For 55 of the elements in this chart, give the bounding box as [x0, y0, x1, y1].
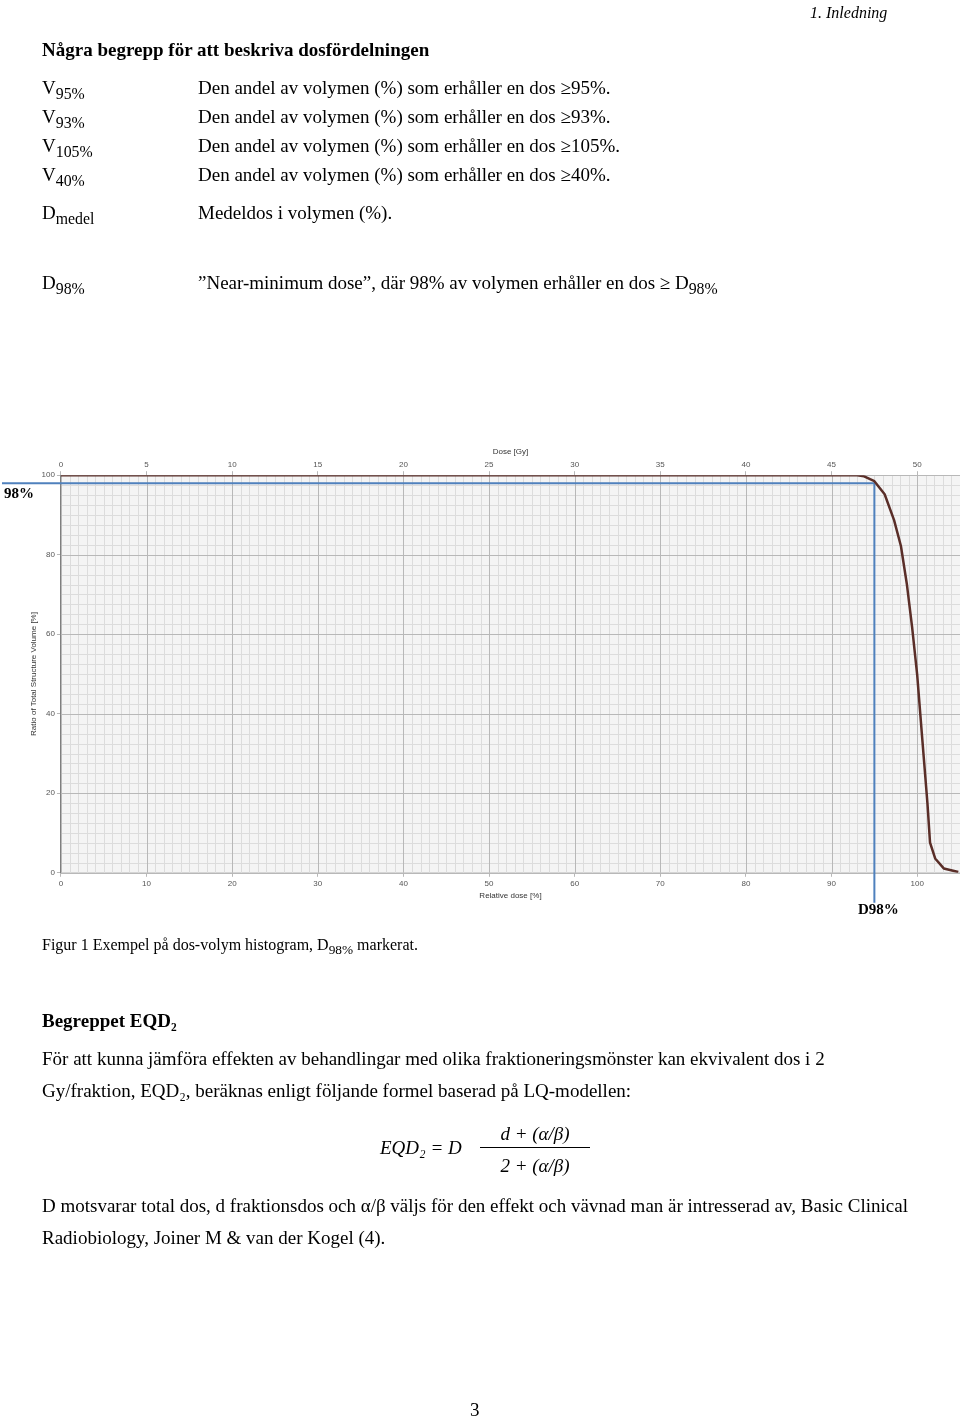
x2-tick-label: 35: [655, 459, 666, 469]
x2-tick-label: 40: [741, 459, 751, 469]
text: Den andel av volymen (%) som erhåller en dos ≥105%.: [198, 134, 621, 158]
text: V$_{95%}$: [42, 76, 86, 104]
x-axis-title: Relative dose [%]: [479, 891, 542, 901]
text: ”Near-minimum dose”, där 98% av volymen erhåller en dos ≥ D$_{98%}$: [198, 271, 719, 299]
x2-tick-label: 15: [313, 459, 323, 469]
text: EQD₂ = D: [380, 1136, 463, 1160]
text: För att kunna jämföra effekten av behandlingar med olika fraktioneringsmönster kan ekvivalent dos i 2 Gy/fraktion, EQD₂, beräknas enligt följande formel baserad på LQ-modellen:: [42, 1047, 826, 1103]
x2-tick-label: 5: [144, 459, 150, 469]
y-tick-label: 60: [46, 629, 56, 639]
text: Några begrepp för att beskriva dosfördelningen: [42, 38, 431, 62]
x-tick-label: 50: [484, 878, 495, 888]
x2-tick-label: 45: [827, 459, 837, 469]
text: Figur 1 Exempel på dos-volym histogram, D$_{98%}$ markerat.: [42, 935, 419, 960]
text: Medeldos i volymen (%).: [198, 201, 394, 225]
text: V$_{105%}$: [42, 134, 94, 162]
text: d + (α/β): [480, 1121, 590, 1148]
x2-tick-label: 0: [58, 459, 64, 469]
y-tick-label: 40: [46, 708, 56, 718]
x2-tick-label: 25: [484, 459, 495, 469]
text: Den andel av volymen (%) som erhåller en dos ≥95%.: [198, 76, 612, 100]
text: V$_{40%}$: [42, 163, 86, 191]
y-axis-title: Ratio of Total Structure Volume [%]: [29, 612, 38, 736]
x-tick-label: 10: [142, 878, 152, 888]
ref-line-label: D98%: [857, 901, 899, 918]
x-tick-label: 20: [227, 878, 238, 888]
x2-axis-title: Dose [Gy]: [492, 447, 529, 456]
x2-tick-label: 10: [227, 459, 238, 469]
x-tick-label: 70: [655, 878, 666, 888]
text: Den andel av volymen (%) som erhåller en dos ≥40%.: [198, 163, 612, 187]
text: Begreppet EQD₂: [42, 1009, 178, 1033]
y-tick-label: 20: [46, 788, 56, 798]
text: 3: [470, 1398, 481, 1417]
x-tick-label: 100: [910, 878, 925, 888]
x-tick-label: 40: [398, 878, 409, 888]
x-tick-label: 60: [570, 878, 580, 888]
x-tick-label: 30: [313, 878, 323, 888]
x2-tick-label: 20: [398, 459, 409, 469]
text: 1. Inledning: [810, 3, 889, 24]
y-tick-label: 80: [46, 549, 56, 559]
y-tick-label: 0: [50, 868, 56, 877]
x-tick-label: 90: [827, 878, 837, 888]
x-tick-label: 0: [58, 878, 64, 888]
x2-tick-label: 50: [912, 459, 923, 469]
x2-tick-label: 30: [570, 459, 580, 469]
x-tick-label: 80: [741, 878, 751, 888]
text: 2 + (α/β): [499, 1154, 571, 1178]
text: Den andel av volymen (%) som erhåller en dos ≥93%.: [198, 105, 612, 129]
text: V$_{93%}$: [42, 105, 86, 133]
text: D$_{98%}$: [42, 271, 86, 299]
y-tick-label: 100: [41, 470, 56, 480]
ref-line-label: 98%: [4, 484, 34, 501]
text: D$_{medel}$: [42, 201, 96, 229]
text: D motsvarar total dos, d fraktionsdos och α/β väljs för den effekt och vävnad man är intresserad av, Basic Clinical Radiobiology, Joiner M & van der Kogel (4).: [42, 1194, 909, 1250]
